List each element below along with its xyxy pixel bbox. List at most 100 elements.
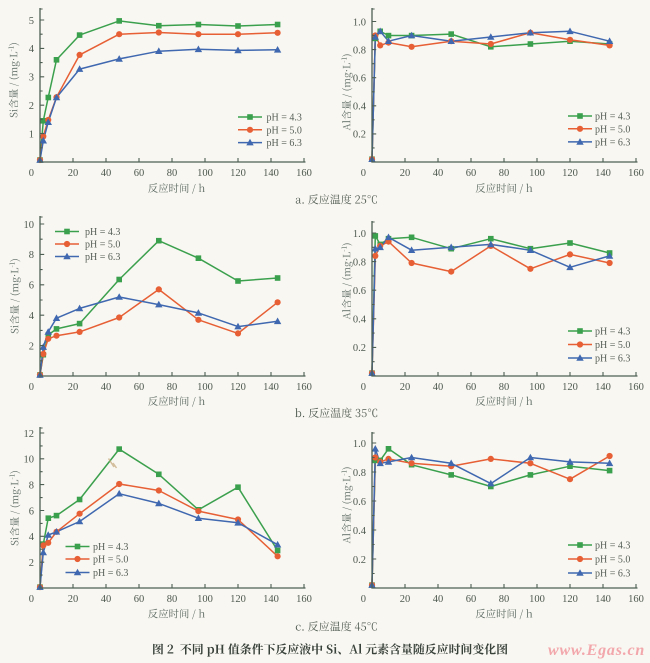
svg-text:60: 60 xyxy=(134,382,145,393)
svg-text:20: 20 xyxy=(400,594,411,605)
svg-text:pH = 5.0: pH = 5.0 xyxy=(595,340,630,351)
svg-text:100: 100 xyxy=(529,594,545,605)
svg-text:120: 120 xyxy=(562,382,578,393)
svg-text:pH = 6.3: pH = 6.3 xyxy=(595,569,630,580)
svg-text:4: 4 xyxy=(29,532,35,543)
svg-text:0.8: 0.8 xyxy=(353,45,366,56)
svg-text:0.4: 0.4 xyxy=(353,526,367,537)
svg-text:2: 2 xyxy=(29,341,34,352)
svg-text:8: 8 xyxy=(29,250,34,261)
svg-text:pH = 6.3: pH = 6.3 xyxy=(595,354,630,365)
svg-text:80: 80 xyxy=(499,382,510,393)
svg-text:20: 20 xyxy=(68,594,79,605)
svg-text:pH = 5.0: pH = 5.0 xyxy=(85,240,120,251)
svg-text:0.8: 0.8 xyxy=(353,257,366,268)
svg-text:1.0: 1.0 xyxy=(353,439,366,450)
svg-text:80: 80 xyxy=(499,168,510,179)
svg-text:20: 20 xyxy=(400,382,411,393)
svg-text:3: 3 xyxy=(29,73,34,84)
svg-text:5: 5 xyxy=(29,16,34,27)
svg-text:pH = 4.3: pH = 4.3 xyxy=(267,113,302,124)
svg-text:60: 60 xyxy=(466,168,477,179)
svg-text:pH = 6.3: pH = 6.3 xyxy=(267,138,302,149)
svg-text:0: 0 xyxy=(29,168,34,179)
svg-text:140: 140 xyxy=(263,594,279,605)
svg-text:100: 100 xyxy=(529,382,545,393)
svg-text:80: 80 xyxy=(167,382,178,393)
svg-text:pH = 6.3: pH = 6.3 xyxy=(85,252,120,263)
svg-text:2: 2 xyxy=(29,558,34,569)
svg-text:1.0: 1.0 xyxy=(353,229,366,240)
svg-text:40: 40 xyxy=(101,382,112,393)
svg-text:pH = 6.3: pH = 6.3 xyxy=(595,138,630,149)
svg-text:100: 100 xyxy=(197,168,213,179)
svg-text:pH = 5.0: pH = 5.0 xyxy=(595,555,630,566)
svg-text:40: 40 xyxy=(101,168,112,179)
svg-text:20: 20 xyxy=(400,168,411,179)
svg-text:10: 10 xyxy=(24,455,35,466)
svg-text:80: 80 xyxy=(167,594,178,605)
svg-text:4: 4 xyxy=(29,44,35,55)
svg-text:140: 140 xyxy=(595,382,611,393)
svg-text:0: 0 xyxy=(29,382,34,393)
svg-text:60: 60 xyxy=(466,382,477,393)
svg-text:160: 160 xyxy=(296,594,312,605)
svg-text:0: 0 xyxy=(361,594,366,605)
svg-text:120: 120 xyxy=(562,168,578,179)
svg-text:20: 20 xyxy=(68,382,79,393)
svg-text:0.2: 0.2 xyxy=(353,130,366,141)
svg-text:0.2: 0.2 xyxy=(353,555,366,566)
svg-text:pH = 4.3: pH = 4.3 xyxy=(93,542,128,553)
svg-text:100: 100 xyxy=(197,382,213,393)
svg-text:pH = 4.3: pH = 4.3 xyxy=(595,327,630,338)
svg-text:0: 0 xyxy=(361,168,366,179)
svg-text:0: 0 xyxy=(361,382,366,393)
svg-text:120: 120 xyxy=(230,594,246,605)
svg-text:0.4: 0.4 xyxy=(353,315,367,326)
svg-text:140: 140 xyxy=(263,168,279,179)
svg-text:60: 60 xyxy=(134,594,145,605)
svg-text:0.2: 0.2 xyxy=(353,343,366,354)
svg-text:160: 160 xyxy=(296,168,312,179)
svg-text:pH = 5.0: pH = 5.0 xyxy=(93,555,128,566)
svg-text:160: 160 xyxy=(628,382,644,393)
svg-text:0: 0 xyxy=(29,594,34,605)
svg-text:0.6: 0.6 xyxy=(353,286,366,297)
svg-text:80: 80 xyxy=(167,168,178,179)
svg-text:pH = 5.0: pH = 5.0 xyxy=(595,124,630,135)
svg-text:12: 12 xyxy=(24,429,35,440)
svg-text:1.0: 1.0 xyxy=(353,17,366,28)
svg-text:160: 160 xyxy=(628,594,644,605)
svg-text:6: 6 xyxy=(29,506,34,517)
svg-text:160: 160 xyxy=(628,168,644,179)
svg-text:0.8: 0.8 xyxy=(353,468,366,479)
svg-text:140: 140 xyxy=(595,594,611,605)
svg-text:20: 20 xyxy=(68,168,79,179)
svg-text:120: 120 xyxy=(230,168,246,179)
svg-text:8: 8 xyxy=(29,480,34,491)
svg-text:0.6: 0.6 xyxy=(353,497,366,508)
svg-text:pH = 6.3: pH = 6.3 xyxy=(93,568,128,579)
svg-text:160: 160 xyxy=(296,382,312,393)
svg-text:2: 2 xyxy=(29,101,34,112)
svg-text:10: 10 xyxy=(24,220,35,231)
svg-text:120: 120 xyxy=(562,594,578,605)
svg-text:0.6: 0.6 xyxy=(353,74,366,85)
svg-text:140: 140 xyxy=(263,382,279,393)
svg-text:60: 60 xyxy=(466,594,477,605)
svg-text:1: 1 xyxy=(29,129,34,140)
svg-text:pH = 4.3: pH = 4.3 xyxy=(595,541,630,552)
svg-text:140: 140 xyxy=(595,168,611,179)
svg-text:pH = 4.3: pH = 4.3 xyxy=(85,227,120,238)
svg-text:www.Egas.cn: www.Egas.cn xyxy=(548,642,645,659)
svg-text:40: 40 xyxy=(433,382,444,393)
svg-text:pH = 5.0: pH = 5.0 xyxy=(267,125,302,136)
svg-text:40: 40 xyxy=(433,168,444,179)
svg-text:80: 80 xyxy=(499,594,510,605)
svg-text:4: 4 xyxy=(29,311,35,322)
svg-text:pH = 4.3: pH = 4.3 xyxy=(595,112,630,123)
svg-text:100: 100 xyxy=(529,168,545,179)
svg-text:100: 100 xyxy=(197,594,213,605)
svg-text:6: 6 xyxy=(29,281,34,292)
svg-text:60: 60 xyxy=(134,168,145,179)
